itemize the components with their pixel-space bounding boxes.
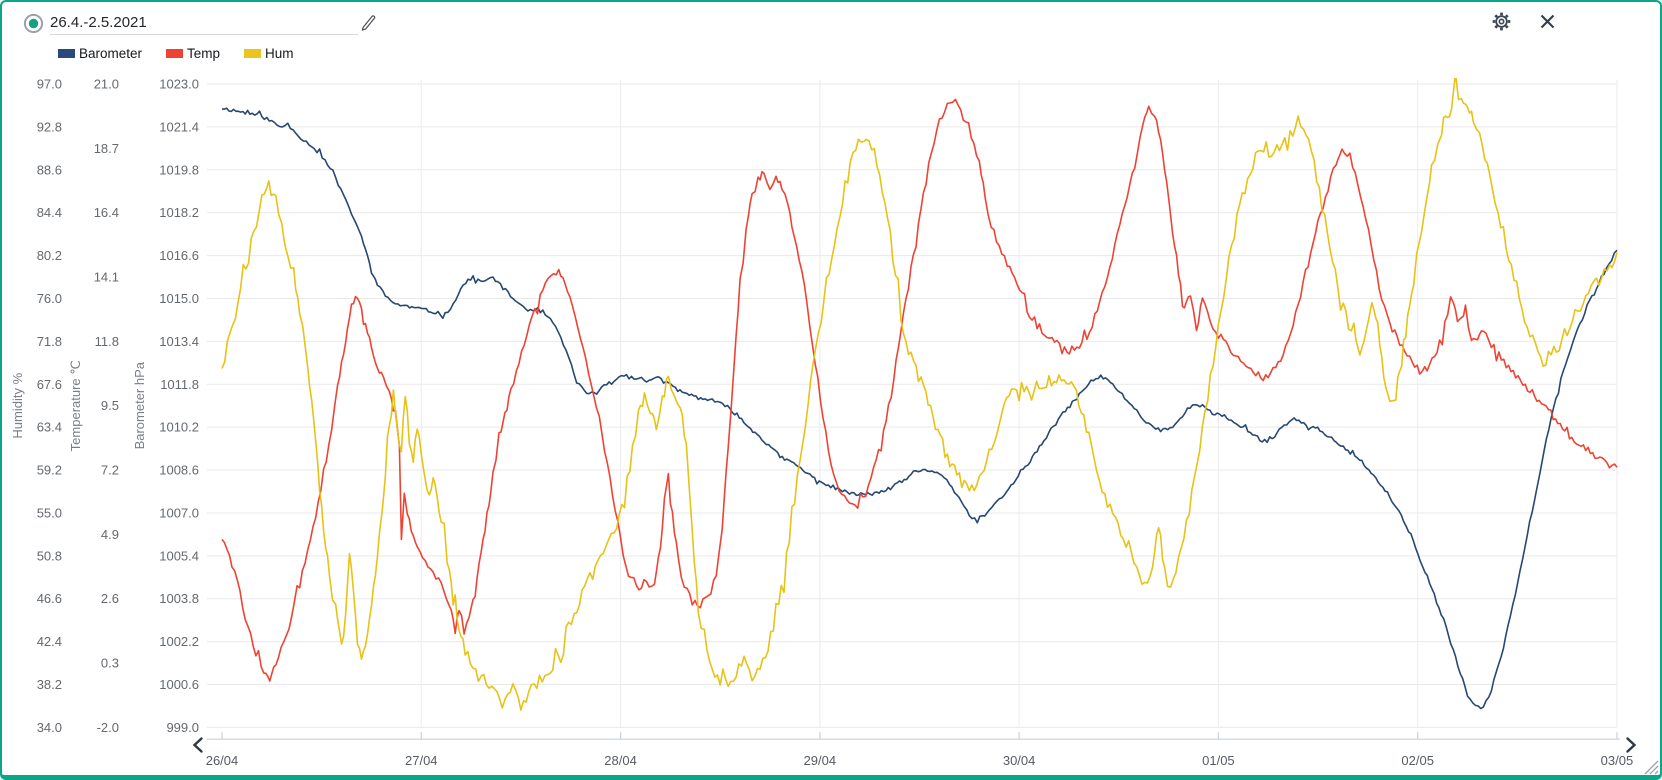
temperature-tick-label: 18.7 [94, 141, 119, 156]
temperature-tick-label: 2.6 [101, 591, 119, 606]
barometer-tick-label: 1008.6 [159, 463, 199, 478]
barometer-tick-label: 1013.4 [159, 334, 199, 349]
temperature-tick-label: -2.0 [97, 720, 119, 735]
humidity-tick-label: 76.0 [37, 291, 62, 306]
series-hum [221, 78, 1618, 711]
x-axis-label: 02/05 [1401, 753, 1434, 768]
barometer-tick-label: 1010.2 [159, 420, 199, 435]
barometer-tick-label: 1005.4 [159, 548, 199, 563]
humidity-tick-label: 88.6 [37, 162, 62, 177]
x-axis-label: 27/04 [405, 753, 438, 768]
humidity-tick-label: 92.8 [37, 119, 62, 134]
legend-item-barometer[interactable]: Barometer [58, 46, 142, 61]
close-icon[interactable] [1539, 13, 1556, 30]
temperature-tick-label: 14.1 [94, 270, 119, 285]
barometer-tick-label: 1007.0 [159, 505, 199, 520]
edit-pencil-icon[interactable] [360, 14, 377, 32]
temperature-tick-label: 4.9 [101, 527, 119, 542]
barometer-tick-label: 999.0 [166, 720, 199, 735]
temperature-tick-label: 9.5 [101, 398, 119, 413]
humidity-tick-label: 38.2 [37, 677, 62, 692]
x-axis-label: 28/04 [604, 753, 637, 768]
scroll-right-chevron-icon[interactable] [1624, 736, 1638, 754]
barometer-tick-label: 1023.0 [159, 77, 199, 92]
record-status-icon[interactable] [23, 13, 44, 39]
humidity-tick-label: 63.4 [37, 420, 62, 435]
x-axis-label: 01/05 [1202, 753, 1235, 768]
humidity-tick-label: 46.6 [37, 591, 62, 606]
legend-item-hum[interactable]: Hum [244, 46, 294, 61]
series-temp [221, 98, 1618, 682]
humidity-tick-label: 97.0 [37, 77, 62, 92]
humidity-tick-label: 84.4 [37, 205, 62, 220]
barometer-tick-label: 1002.2 [159, 634, 199, 649]
humidity-axis-title: Humidity % [10, 372, 25, 438]
barometer-tick-label: 1018.2 [159, 205, 199, 220]
barometer-tick-label: 1000.6 [159, 677, 199, 692]
title-input[interactable] [50, 10, 358, 35]
humidity-tick-label: 59.2 [37, 463, 62, 478]
barometer-tick-label: 1016.6 [159, 248, 199, 263]
temperature-tick-label: 16.4 [94, 205, 119, 220]
legend-swatch [244, 49, 262, 58]
temperature-tick-label: 21.0 [94, 77, 119, 92]
scroll-left-chevron-icon[interactable] [191, 736, 205, 754]
x-axis-label: 29/04 [804, 753, 837, 768]
x-axis-label: 30/04 [1003, 753, 1036, 768]
barometer-tick-label: 1015.0 [159, 291, 199, 306]
legend-item-temp[interactable]: Temp [166, 46, 220, 61]
barometer-tick-label: 1003.8 [159, 591, 199, 606]
temperature-tick-label: 7.2 [101, 463, 119, 478]
legend-label: Hum [265, 46, 294, 61]
x-axis-label: 03/05 [1601, 753, 1634, 768]
temperature-tick-label: 11.8 [95, 334, 119, 349]
temperature-axis-title: Temperature ℃ [68, 360, 83, 451]
barometer-tick-label: 1019.8 [159, 162, 199, 177]
resize-handle-icon[interactable] [1644, 760, 1659, 775]
humidity-tick-label: 67.6 [37, 377, 62, 392]
legend-label: Barometer [79, 46, 143, 61]
series-barometer [222, 107, 1618, 710]
legend-label: Temp [187, 46, 221, 61]
legend-swatch [58, 49, 75, 58]
temperature-tick-label: 0.3 [101, 656, 119, 671]
humidity-tick-label: 34.0 [37, 720, 62, 735]
humidity-tick-label: 50.8 [37, 548, 62, 563]
humidity-tick-label: 55.0 [37, 505, 62, 520]
humidity-tick-label: 71.8 [37, 334, 62, 349]
settings-gear-icon[interactable] [1491, 11, 1512, 32]
barometer-tick-label: 1011.8 [160, 377, 199, 392]
barometer-tick-label: 1021.4 [159, 119, 199, 134]
barometer-axis-title: Barometer hPa [132, 361, 147, 449]
x-axis-label: 26/04 [206, 753, 239, 768]
humidity-tick-label: 42.4 [37, 634, 62, 649]
humidity-tick-label: 80.2 [37, 248, 62, 263]
legend-swatch [166, 49, 184, 58]
legend: Barometer Temp Hum [58, 46, 294, 61]
